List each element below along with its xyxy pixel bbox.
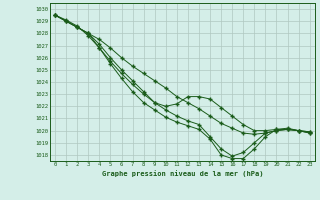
X-axis label: Graphe pression niveau de la mer (hPa): Graphe pression niveau de la mer (hPa) — [102, 170, 263, 177]
